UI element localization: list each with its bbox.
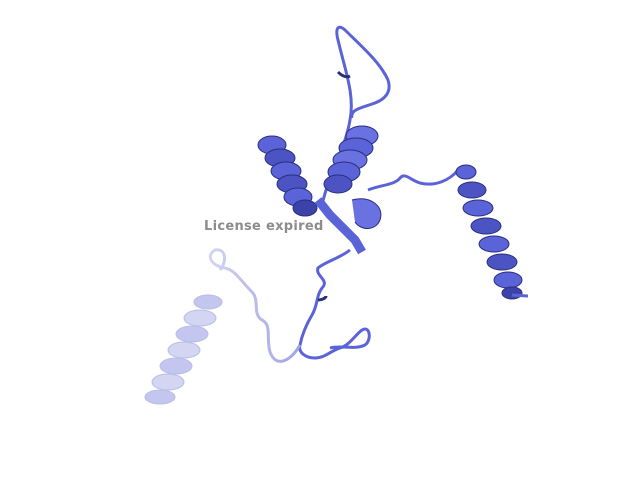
- top-loop-dark: [336, 70, 351, 79]
- linker-right: [367, 169, 460, 192]
- lower-loop-dark: [317, 295, 328, 302]
- license-watermark: License expired: [204, 219, 324, 234]
- helix-left: [257, 135, 318, 217]
- faded-loop: [208, 248, 302, 363]
- helix-right-tail: [511, 293, 529, 298]
- helix-right: [455, 164, 523, 300]
- helix-faded: [144, 294, 223, 405]
- top-loop: [320, 25, 391, 206]
- central-turn: [351, 198, 382, 229]
- helix-center: [323, 125, 379, 194]
- lower-loop: [298, 248, 371, 360]
- central-strand: [314, 197, 366, 255]
